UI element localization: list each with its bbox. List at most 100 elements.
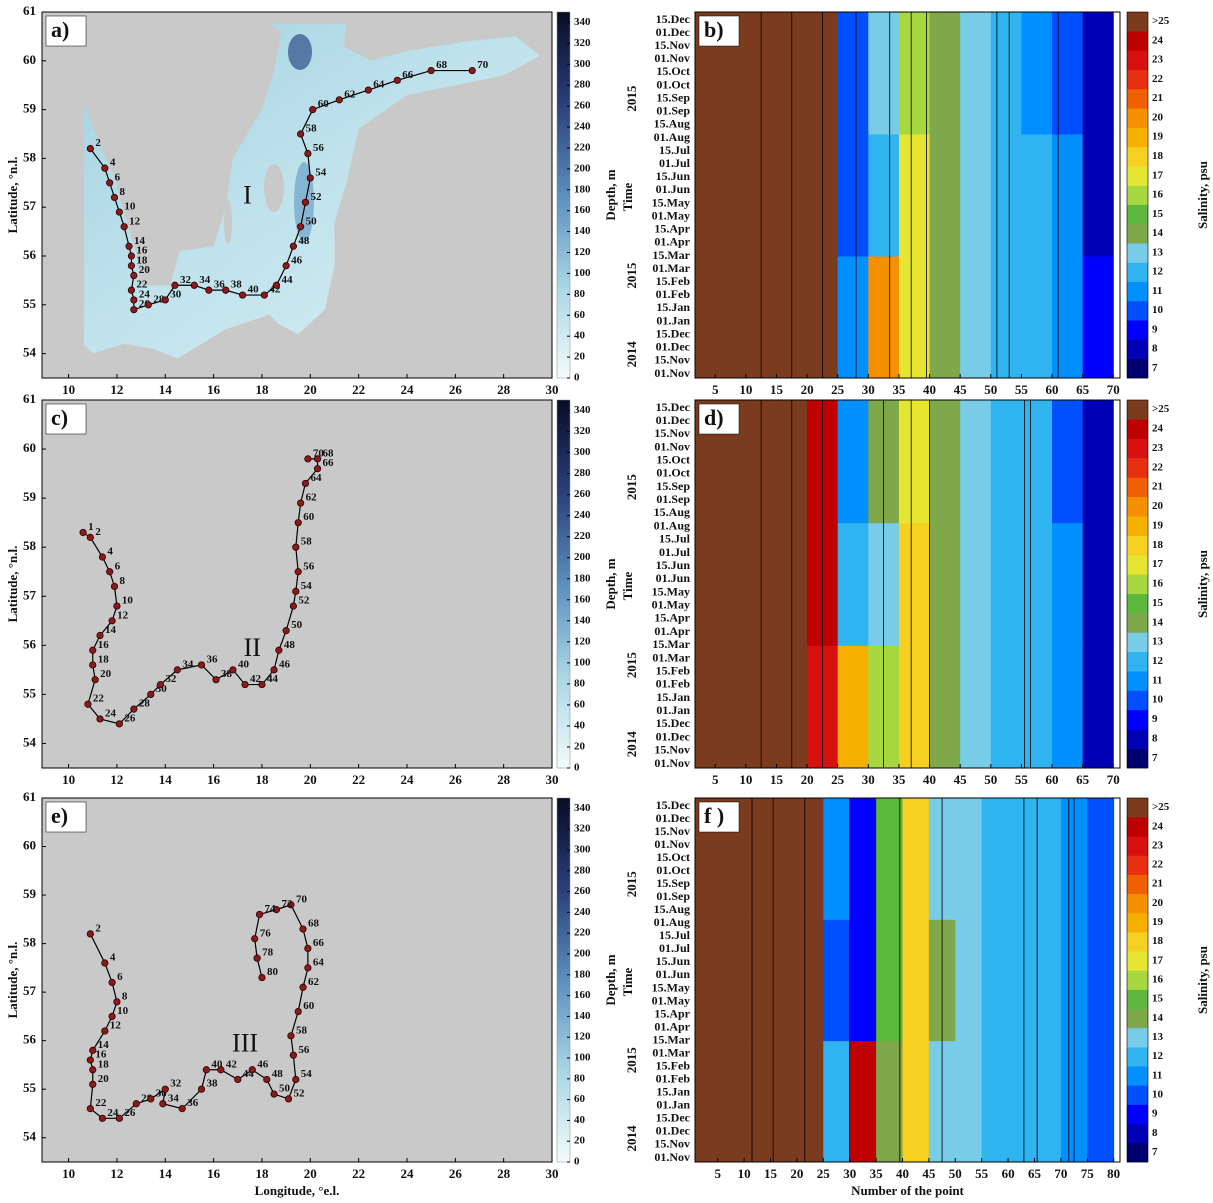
colorbar-tick-label: 140 — [574, 225, 591, 237]
colorbar-tick-label: 17 — [1152, 558, 1164, 570]
colorbar-block — [1127, 89, 1148, 109]
colorbar-tick-label: 160 — [574, 204, 591, 216]
track-point — [86, 930, 94, 938]
colorbar-tick-label: 240 — [574, 121, 591, 133]
x-tick-label: 25 — [831, 382, 845, 397]
x-tick-label: 10 — [62, 772, 75, 787]
colorbar-tick-label: 20 — [1152, 500, 1164, 512]
track-point — [89, 646, 97, 654]
heat-cell — [1082, 134, 1114, 257]
track-point — [304, 944, 312, 953]
colorbar-tick-label: 80 — [574, 1072, 586, 1084]
heat-cell — [1052, 12, 1084, 135]
point-label: 68 — [323, 447, 335, 459]
y-tick-label: 54 — [23, 345, 37, 360]
y-tick-label: 15.Nov — [654, 353, 690, 367]
y-tick-label: 01.Dec — [656, 1124, 691, 1138]
heat-cell — [898, 256, 931, 378]
track-point — [115, 208, 123, 216]
y-tick-label: 15.Jul — [659, 532, 691, 546]
colorbar-tick-label: 340 — [574, 404, 591, 416]
point-label: 60 — [303, 1000, 315, 1012]
heat-cell — [695, 1040, 719, 1162]
track-point — [84, 700, 92, 708]
frame — [41, 399, 553, 769]
year-label: 2015 — [624, 1047, 639, 1074]
heat-cell — [849, 919, 877, 1042]
track-point — [234, 1075, 242, 1084]
y-tick-label: 15.Sep — [656, 876, 690, 890]
track-point — [258, 973, 266, 982]
point-label: 30 — [156, 1087, 168, 1099]
colorbar-tick-label: 19 — [1152, 519, 1164, 531]
point-label: 8 — [120, 186, 126, 198]
panel-label-box — [698, 15, 740, 47]
point-label: 14 — [105, 624, 117, 636]
y-tick-label: 15.Dec — [656, 326, 691, 340]
point-label: 20 — [98, 1073, 110, 1085]
track-point — [86, 1105, 94, 1113]
colorbar-tick-label: 140 — [574, 1010, 591, 1022]
point-label: 50 — [306, 215, 318, 227]
track-point — [304, 149, 312, 158]
y-tick-label: 01.Oct — [656, 466, 690, 480]
track-point — [127, 252, 136, 260]
y-tick-label: 15.Dec — [656, 400, 691, 414]
point-label: 38 — [221, 668, 233, 680]
heat-cell — [960, 12, 992, 135]
point-label: 70 — [296, 893, 308, 905]
point-label: 22 — [93, 693, 105, 705]
y-tick-label: 15.Jun — [656, 954, 691, 968]
colorbar-tick-label: 19 — [1152, 916, 1164, 928]
heat-cell — [796, 1040, 824, 1162]
x-tick-label: 40 — [896, 1166, 909, 1181]
colorbar-tick-label: 280 — [574, 467, 591, 479]
track-point — [130, 705, 138, 713]
x-tick-label: 50 — [984, 382, 997, 397]
colorbar-tick-label: 260 — [574, 100, 591, 112]
year-label: 2015 — [624, 871, 639, 898]
year-label: 2015 — [624, 652, 639, 679]
colorbar-tick-label: 300 — [574, 58, 591, 70]
colorbar-tick-label: 14 — [1152, 1012, 1164, 1024]
colorbar-block — [1127, 281, 1148, 302]
heat-cell — [1052, 645, 1084, 768]
point-label: 22 — [136, 279, 148, 291]
x-tick-label: 22 — [352, 382, 365, 397]
colorbar-tick-label: 22 — [1152, 461, 1164, 473]
y-tick-label: 15.Mar — [652, 637, 690, 651]
y-tick-label: 01.Jun — [656, 571, 691, 585]
x-tick-label: 75 — [1081, 1166, 1095, 1181]
x-tick-label: 55 — [1015, 772, 1029, 787]
x-tick-label: 5 — [712, 772, 719, 787]
track-line — [89, 904, 309, 1119]
y-tick-label: 59 — [23, 101, 37, 116]
y-tick-label: 56 — [23, 636, 37, 651]
x-tick-label: 10 — [62, 1166, 75, 1181]
colorbar-tick-label: 11 — [1152, 1069, 1162, 1081]
point-label: 56 — [298, 1044, 310, 1056]
y-tick-label: 54 — [23, 734, 37, 749]
track-point — [301, 198, 310, 206]
y-tick-label: 01.Mar — [652, 261, 690, 275]
heat-cell — [1034, 798, 1062, 920]
y-tick-label: 15.Feb — [656, 663, 691, 677]
y-tick-label: 01.Apr — [654, 1019, 690, 1033]
point-label: 64 — [310, 472, 322, 484]
colorbar-block — [1127, 300, 1148, 321]
colorbar-tick-label: 11 — [1152, 674, 1162, 686]
track-point — [89, 1066, 97, 1074]
track-point — [289, 1051, 297, 1059]
y-tick-label: 54 — [23, 1129, 37, 1144]
y-tick-label: 15.Apr — [654, 222, 690, 236]
y-tick-label: 01.Nov — [654, 756, 690, 770]
track-point — [289, 242, 297, 250]
track-point — [98, 553, 107, 561]
y-tick-label: 01.Jul — [659, 156, 691, 170]
x-tick-label: 18 — [255, 1166, 269, 1181]
heat-cell — [695, 134, 716, 257]
colorbar-tick-label: 13 — [1152, 636, 1164, 648]
heat-cell — [1008, 798, 1035, 920]
point-label: 2 — [95, 922, 101, 934]
x-tick-label: 60 — [1046, 772, 1059, 787]
